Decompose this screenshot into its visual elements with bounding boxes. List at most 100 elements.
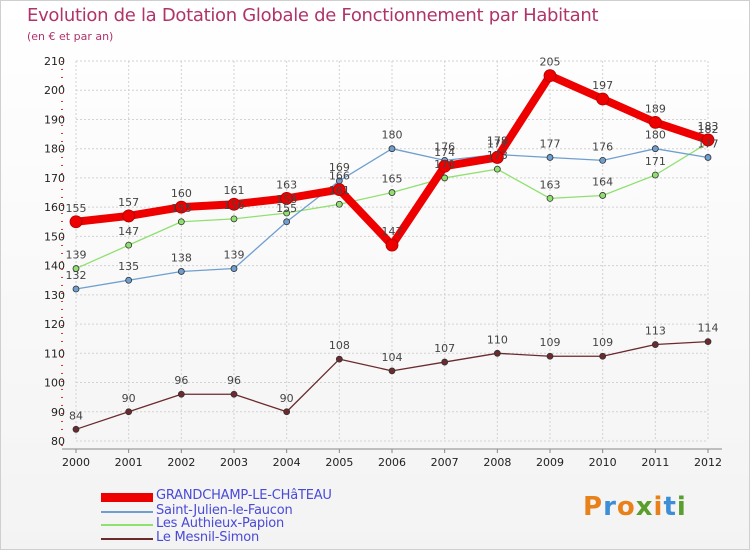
data-label: 161 xyxy=(329,184,350,197)
data-label: 178 xyxy=(487,135,508,148)
axes: 8090100110120130140150160170180190200210… xyxy=(44,55,722,469)
legend-label: Le Mesnil-Simon xyxy=(156,530,260,545)
y-tick-label: 190 xyxy=(44,113,65,126)
data-point xyxy=(335,355,343,363)
logo-letter: i xyxy=(653,492,664,522)
data-label: 138 xyxy=(171,251,192,264)
y-tick-label: 210 xyxy=(44,55,65,68)
data-label: 90 xyxy=(280,392,294,405)
data-point xyxy=(280,191,294,205)
data-point xyxy=(283,218,291,226)
data-label: 114 xyxy=(698,322,719,335)
data-point xyxy=(227,197,241,211)
data-label: 109 xyxy=(592,336,613,349)
data-point xyxy=(543,69,557,83)
x-tick-label: 2007 xyxy=(431,456,459,469)
x-tick-label: 2005 xyxy=(325,456,353,469)
data-label: 163 xyxy=(276,178,297,191)
y-tick-label: 80 xyxy=(51,435,65,448)
data-label: 173 xyxy=(487,149,508,162)
data-point xyxy=(704,338,712,346)
data-label: 182 xyxy=(698,123,719,136)
data-label: 169 xyxy=(329,161,350,174)
legend-swatch xyxy=(101,511,153,513)
data-label: 110 xyxy=(487,333,508,346)
logo-letter: i xyxy=(676,492,687,522)
data-label: 163 xyxy=(540,178,561,191)
data-point xyxy=(177,218,185,226)
y-tick-label: 130 xyxy=(44,289,65,302)
y-tick-label: 160 xyxy=(44,201,65,214)
data-label: 170 xyxy=(434,158,455,171)
logo-letter: P xyxy=(583,492,604,522)
data-label: 158 xyxy=(276,193,297,206)
data-label: 166 xyxy=(329,170,350,183)
data-label: 155 xyxy=(276,202,297,215)
chart-subtitle: (en € et par an) xyxy=(27,30,114,43)
logo-letter: x xyxy=(635,492,654,522)
data-label: 109 xyxy=(540,336,561,349)
legend-label: GRANDCHAMP-LE-CHâTEAU xyxy=(156,488,332,503)
y-tick-label: 100 xyxy=(44,377,65,390)
data-label: 183 xyxy=(698,120,719,133)
logo-letter: o xyxy=(616,492,636,522)
x-tick-label: 2010 xyxy=(589,456,617,469)
data-label: 90 xyxy=(122,392,136,405)
legend-label: Saint-Julien-le-Faucon xyxy=(156,503,293,518)
data-point xyxy=(438,159,452,173)
data-point xyxy=(701,133,715,147)
y-tick-label: 120 xyxy=(44,318,65,331)
series-points xyxy=(69,69,715,433)
data-label: 104 xyxy=(382,351,403,364)
proxiti-logo: Proxiti xyxy=(583,492,687,522)
data-label: 113 xyxy=(645,325,666,338)
data-label: 177 xyxy=(698,137,719,150)
y-tick-label: 180 xyxy=(44,143,65,156)
x-tick-label: 2001 xyxy=(115,456,143,469)
data-label: 177 xyxy=(487,137,508,150)
data-label: 176 xyxy=(434,140,455,153)
data-label: 171 xyxy=(645,155,666,168)
data-label: 165 xyxy=(382,173,403,186)
legend-swatch xyxy=(101,492,153,502)
data-label: 197 xyxy=(592,79,613,92)
data-point xyxy=(283,408,291,416)
data-label: 180 xyxy=(645,129,666,142)
data-point xyxy=(388,145,396,153)
x-tick-label: 2002 xyxy=(167,456,195,469)
logo-letter: r xyxy=(603,492,617,522)
data-label: 160 xyxy=(171,187,192,200)
data-label: 174 xyxy=(434,146,455,159)
data-label: 189 xyxy=(645,102,666,115)
legend-swatch xyxy=(101,538,153,540)
data-point xyxy=(493,349,501,357)
data-point xyxy=(599,192,607,199)
data-point xyxy=(490,151,504,164)
y-tick-label: 110 xyxy=(44,347,65,360)
data-label: 161 xyxy=(224,184,245,197)
grid-lines xyxy=(75,60,709,442)
data-point xyxy=(441,174,449,182)
data-label: 108 xyxy=(329,339,350,352)
chart-title: Evolution de la Dotation Globale de Fonc… xyxy=(27,5,599,26)
data-label: 135 xyxy=(118,260,139,273)
data-label: 147 xyxy=(118,225,139,238)
data-point xyxy=(704,154,712,161)
data-label: 107 xyxy=(434,342,455,355)
data-label: 177 xyxy=(540,137,561,150)
data-point xyxy=(546,352,554,360)
data-point xyxy=(72,285,80,293)
data-label: 176 xyxy=(592,140,613,153)
data-point xyxy=(388,367,396,375)
x-tick-label: 2011 xyxy=(641,456,669,469)
data-label: 96 xyxy=(227,374,241,387)
data-point xyxy=(651,341,659,348)
x-tick-label: 2000 xyxy=(62,456,90,469)
data-label: 164 xyxy=(592,175,613,188)
y-tick-label: 150 xyxy=(44,230,65,243)
data-point xyxy=(125,241,133,249)
data-label: 156 xyxy=(224,199,245,212)
x-tick-label: 2008 xyxy=(483,456,511,469)
